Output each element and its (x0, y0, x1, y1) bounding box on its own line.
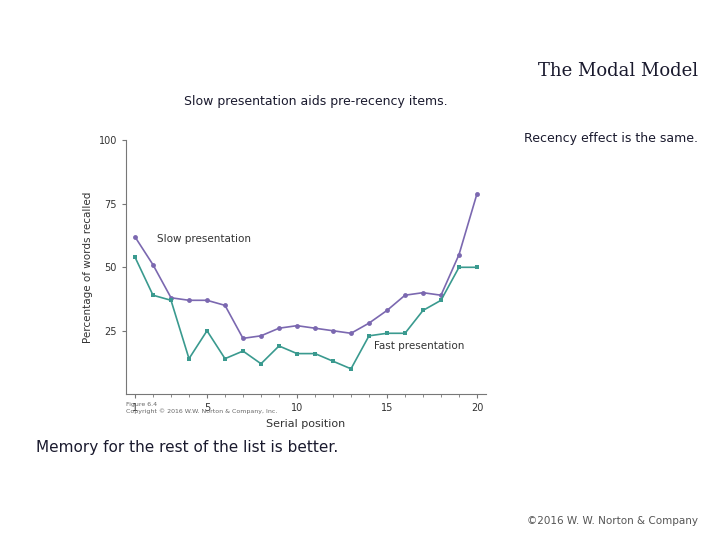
Text: The Modal Model: The Modal Model (539, 62, 698, 80)
Text: Fast presentation: Fast presentation (374, 341, 465, 351)
Y-axis label: Percentage of words recalled: Percentage of words recalled (83, 192, 93, 343)
Text: Slow presentation aids pre-recency items.: Slow presentation aids pre-recency items… (184, 94, 447, 107)
Text: Recency effect is the same.: Recency effect is the same. (524, 132, 698, 145)
Text: Memory for the rest of the list is better.: Memory for the rest of the list is bette… (36, 440, 338, 455)
Text: Slow presentation: Slow presentation (157, 234, 251, 245)
Text: ©2016 W. W. Norton & Company: ©2016 W. W. Norton & Company (527, 516, 698, 526)
Text: Figure 6.4
Copyright © 2016 W.W. Norton & Company, Inc.: Figure 6.4 Copyright © 2016 W.W. Norton … (126, 402, 277, 414)
X-axis label: Serial position: Serial position (266, 419, 346, 429)
